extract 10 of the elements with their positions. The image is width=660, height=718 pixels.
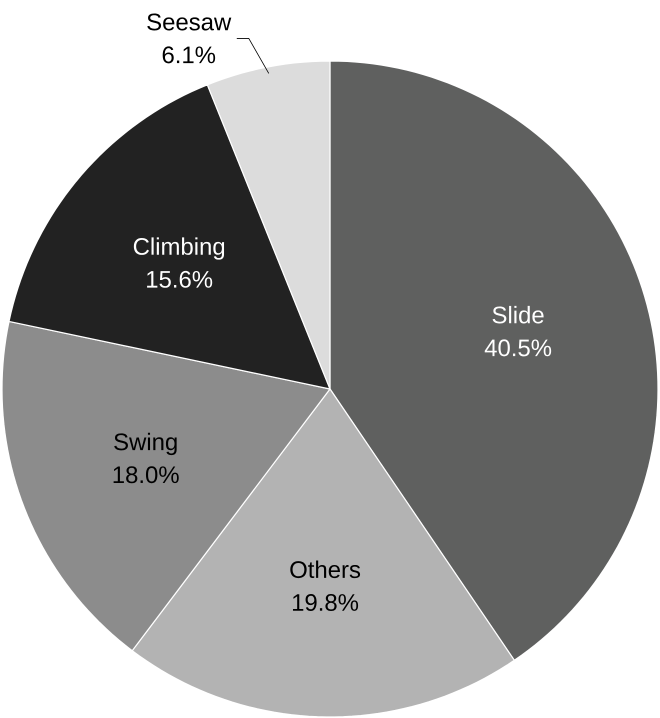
data-label: 40.5%: [484, 339, 552, 356]
data-label: 19.8%: [292, 594, 358, 611]
slice-label: Swing: [114, 432, 177, 456]
slice-label: Slide: [492, 306, 544, 324]
slice-label: Climbing: [134, 237, 224, 260]
slice-label: Seesaw: [147, 14, 232, 30]
data-label: 18.0%: [114, 466, 179, 484]
slice-label: Others: [290, 560, 360, 578]
data-label: 6.1%: [162, 46, 216, 64]
data-label: 15.6%: [147, 270, 212, 288]
